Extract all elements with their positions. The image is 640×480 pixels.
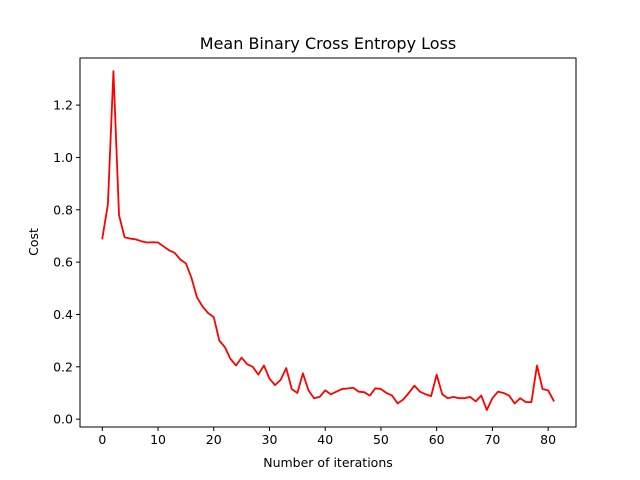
y-tick-label: 0.6 <box>53 255 73 270</box>
x-tick-label: 60 <box>429 432 445 447</box>
y-tick-label: 1.0 <box>53 150 73 165</box>
x-tick-label: 20 <box>206 432 222 447</box>
x-tick-label: 0 <box>98 432 106 447</box>
x-tick-label: 40 <box>317 432 333 447</box>
x-tick-label: 80 <box>540 432 556 447</box>
y-tick-label: 0.2 <box>53 359 73 374</box>
x-axis-label: Number of iterations <box>263 455 393 470</box>
y-axis: 0.0 0.2 0.4 0.6 0.8 1.0 1.2 <box>53 98 80 427</box>
y-tick-label: 0.0 <box>53 412 73 427</box>
y-tick-label: 0.4 <box>53 307 73 322</box>
x-tick-label: 50 <box>373 432 389 447</box>
chart-title: Mean Binary Cross Entropy Loss <box>200 34 456 53</box>
x-axis: 0 10 20 30 40 50 60 70 80 <box>98 427 556 447</box>
series-layer <box>101 70 555 411</box>
loss-series-line <box>101 70 555 411</box>
y-tick-label: 1.2 <box>53 98 73 113</box>
x-tick-label: 30 <box>262 432 278 447</box>
x-tick-label: 70 <box>484 432 500 447</box>
y-axis-label: Cost <box>26 228 41 256</box>
x-tick-label: 10 <box>150 432 166 447</box>
y-tick-label: 0.8 <box>53 202 73 217</box>
plot-frame <box>79 57 577 428</box>
